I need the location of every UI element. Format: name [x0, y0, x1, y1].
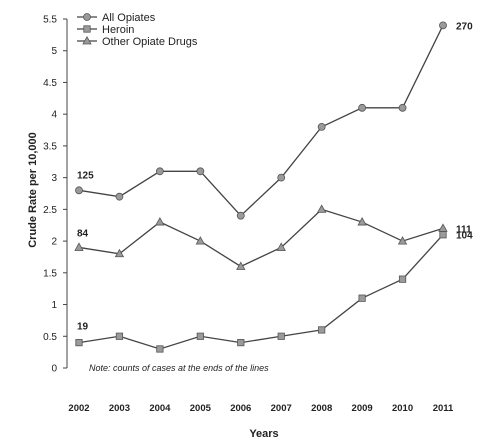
- triangle-marker: [74, 242, 84, 251]
- triangle-marker: [397, 236, 408, 245]
- y-tick-label: 1.5: [43, 268, 57, 279]
- square-marker: [156, 345, 164, 353]
- x-tick-label: 2010: [392, 403, 413, 414]
- square-marker: [237, 339, 245, 347]
- circle-marker: [115, 192, 124, 201]
- legend-label: Other Opiate Drugs: [102, 36, 198, 48]
- start-count-label: 125: [77, 170, 94, 181]
- end-labels: 125 270 19 104 84 111: [77, 21, 473, 332]
- start-count-label: 84: [77, 228, 89, 239]
- series-line: [78, 208, 444, 268]
- triangle-marker: [438, 223, 448, 232]
- x-tick-label: 2002: [68, 403, 89, 414]
- square-marker: [115, 332, 124, 340]
- x-tick-label: 2005: [190, 403, 212, 414]
- triangle-marker: [357, 217, 367, 226]
- square-marker: [439, 231, 447, 239]
- end-count-label: 270: [456, 21, 473, 32]
- y-axis-title: Crude Rate per 10,000: [27, 132, 39, 248]
- y-tick-label: 3: [51, 173, 57, 184]
- square-marker: [277, 332, 285, 340]
- circle-marker: [277, 173, 286, 182]
- square-marker: [358, 294, 366, 302]
- y-tick-label: 0: [51, 364, 57, 375]
- circle-marker: [317, 122, 326, 131]
- x-axis-title: Years: [249, 428, 278, 440]
- x-tick-label: 2008: [311, 403, 332, 414]
- triangle-marker: [114, 248, 125, 258]
- square-marker: [75, 339, 83, 347]
- y-tick-label: 4.5: [43, 78, 57, 89]
- y-tick-label: 5: [51, 46, 57, 57]
- square-marker: [398, 275, 407, 283]
- triangle-marker: [236, 261, 246, 270]
- circle-marker: [155, 167, 164, 176]
- square-marker: [318, 326, 326, 334]
- start-count-label: 19: [77, 322, 89, 333]
- y-tick-label: 5.5: [43, 15, 57, 26]
- y-tick-label: 2: [51, 237, 57, 248]
- circle-marker: [439, 21, 447, 30]
- x-tick-label: 2011: [433, 403, 454, 414]
- series-line: [78, 234, 444, 350]
- legend-label: Heroin: [102, 24, 134, 36]
- x-tick-label: 2003: [109, 403, 130, 414]
- circle-marker: [196, 167, 205, 176]
- triangle-marker: [316, 204, 327, 213]
- circle-marker: [398, 103, 407, 112]
- triangle-marker: [195, 236, 206, 245]
- series-group: [74, 21, 448, 353]
- series-heroin: [75, 231, 447, 353]
- square-marker: [196, 332, 204, 340]
- note-text: Note: counts of cases at the ends of the…: [89, 363, 269, 373]
- y-tick-label: 0.5: [43, 332, 57, 343]
- circle-marker: [358, 103, 367, 112]
- triangle-marker: [276, 242, 286, 251]
- end-count-label: 104: [456, 231, 473, 242]
- circle-marker: [75, 186, 83, 195]
- series-all-opiates: [75, 21, 447, 220]
- y-tick-label: 3.5: [43, 141, 57, 152]
- x-tick-label: 2006: [230, 403, 251, 414]
- x-tick-label: 2009: [352, 403, 373, 414]
- x-tick-label: 2007: [271, 403, 292, 414]
- triangle-marker: [155, 217, 165, 226]
- axes: 0 0.5 1 1.5 2 2.5 3 3.5 4 4.5 5 5.5 2002 2003 2004 2005…: [43, 15, 454, 415]
- x-tick-label: 2004: [149, 403, 171, 414]
- triangle-marker: [82, 35, 92, 45]
- y-tick-label: 1: [51, 300, 57, 311]
- legend-label: All Opiates: [102, 12, 156, 24]
- y-tick-label: 4: [51, 110, 57, 121]
- y-tick-label: 2.5: [43, 205, 57, 216]
- square-marker: [83, 25, 91, 33]
- end-count-label: 111: [456, 224, 472, 235]
- series-line: [78, 25, 444, 217]
- series-other-opiate-drugs: [74, 204, 448, 270]
- circle-marker: [236, 211, 245, 220]
- circle-marker: [83, 13, 91, 21]
